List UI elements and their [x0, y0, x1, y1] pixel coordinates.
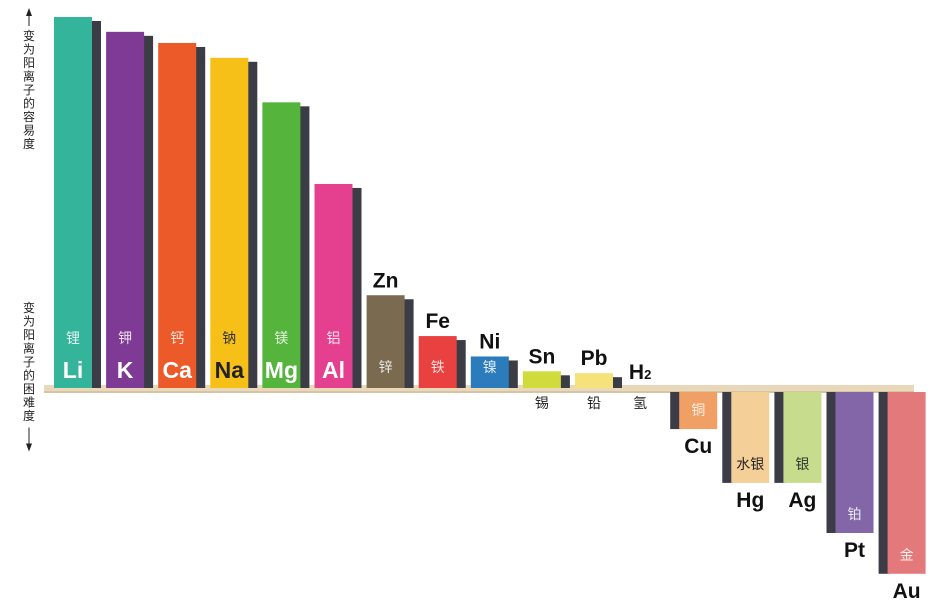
bar-cu: 铜 Cu [670, 392, 718, 458]
bar-rect [210, 57, 249, 389]
bars: 锂 Li 钾K 钙 Ca 钠 Na 镁 Mg 铝 Al Zn 锌 Fe 铁 Ni 镍 Sn 锡 Pb 铅 H2 氢 铜 Cu 水银… [54, 17, 926, 603]
axis-top-label-char: 度 [23, 136, 35, 151]
baseline-bar [44, 385, 914, 392]
bar-pb: Pb 铅 [575, 347, 622, 412]
axis-bottom-label-char: 为 [23, 315, 35, 329]
bar-au: 金 Au [878, 392, 926, 603]
axis-top-label-char: 容 [23, 109, 35, 124]
bar-fe: Fe 铁 [418, 310, 466, 388]
bar-symbol-label: Sn [528, 345, 555, 368]
bar-ag: 银 Ag [774, 392, 822, 512]
axis-top-label-char: 离 [23, 69, 35, 84]
axis-bottom-label-char: 困 [23, 382, 35, 396]
bar-symbol-label: Au [893, 580, 921, 603]
axis-top-label-char: 易 [23, 124, 35, 138]
bar-rect [366, 295, 405, 388]
axis-bottom-label-char: 阳 [23, 328, 35, 342]
bar-symbol-label: Ag [788, 489, 816, 512]
bar-li: 锂 Li [54, 17, 101, 388]
bar-hg: 水银 Hg [722, 392, 770, 512]
bar-rect [158, 42, 197, 388]
bar-rect [470, 356, 509, 388]
bar-rect [575, 373, 613, 388]
bar-name-label: 氢 [633, 396, 647, 412]
bar-ni: Ni 镍 [470, 330, 518, 388]
bar-symbol-label: Pb [581, 347, 608, 370]
bar-na: 钠 Na [210, 57, 258, 389]
bar-name-label: 锌 [379, 360, 393, 376]
bar-name-label: 铜 [691, 403, 705, 419]
bar-sn: Sn 锡 [522, 345, 570, 412]
bar-al: 铝 Al [314, 183, 362, 388]
bar-symbol-label: Ni [479, 330, 500, 353]
bar-pt: 铂 Pt [826, 392, 874, 562]
bar-symbol-label: Fe [425, 310, 450, 333]
bar-zn: Zn 锌 [366, 269, 414, 388]
bar-name-label: 钾 [118, 331, 132, 347]
axis-top-label-char: 阳 [23, 56, 35, 70]
bar-symbol-label: Li [63, 357, 83, 383]
baseline-bar-edge [44, 391, 914, 393]
bar-shadow [774, 392, 786, 483]
bar-rect [887, 392, 926, 574]
bar-symbol-label: Hg [736, 489, 764, 512]
bar-shadow [826, 392, 838, 533]
bar-symbol-label: H2 [629, 361, 651, 384]
bar-symbol-label: Mg [265, 357, 298, 383]
bar-rect [314, 183, 353, 388]
bar-name-label: 金 [900, 548, 914, 564]
bar-name-label: 铁 [431, 360, 445, 376]
bar-symbol-label: Na [215, 357, 245, 383]
bar-rect [783, 392, 822, 483]
bar-symbol-label: Cu [684, 435, 712, 458]
axis-bottom-arrowhead [26, 443, 32, 452]
bar-name-label: 铂 [848, 507, 862, 523]
bar-symbol-label: Al [322, 357, 345, 383]
bar-name-label: 钙 [170, 331, 184, 347]
bar-name-label: 铝 [327, 331, 341, 347]
bar-rect [54, 17, 92, 388]
axis-bottom-label-char: 的 [23, 368, 35, 383]
bar-shadow [670, 392, 682, 430]
bar-symbol-label: K [117, 357, 134, 383]
axis-bottom-label-char: 子 [23, 355, 35, 369]
axis-bottom-label-char: 难 [23, 396, 35, 410]
bar-mg: 镁 Mg [262, 102, 310, 388]
axis-top-label-char: 子 [23, 83, 35, 97]
bar-shadow [722, 392, 734, 483]
bar-name-label: 水银 [736, 457, 764, 473]
bar-shadow [878, 392, 890, 574]
bar-rect [106, 31, 145, 389]
axis-top-arrowhead [26, 8, 32, 16]
axis-top-label-char: 变 [23, 28, 35, 43]
bar-rect [262, 102, 301, 388]
axis-top-label-char: 的 [23, 96, 35, 111]
bar-name-label: 锂 [66, 331, 80, 347]
bar-ca: 钙 Ca [158, 42, 206, 388]
bar-name-label: 镍 [483, 360, 497, 376]
bar-symbol-label: Pt [844, 539, 865, 562]
axis-bottom-label-char: 变 [23, 300, 35, 315]
bar-rect [679, 392, 718, 430]
bar-rect [522, 371, 561, 388]
bar-rect [731, 392, 770, 483]
bar-name-label: 锡 [535, 396, 549, 412]
bar-rect [418, 336, 457, 388]
bar-k: 钾K [106, 31, 154, 389]
bar-name-label: 钠 [222, 331, 236, 347]
bar-rect [835, 392, 874, 533]
bar-name-label: 镁 [274, 331, 288, 347]
axis-top-label-char: 为 [23, 43, 35, 57]
bar-name-label: 银 [795, 457, 809, 473]
bar-symbol-label: Zn [373, 269, 399, 292]
bar-name-label: 铅 [587, 396, 601, 412]
baseline [44, 385, 914, 393]
axis-bottom-label-char: 度 [23, 408, 35, 423]
bar-symbol-label: Ca [162, 357, 192, 383]
bar-h: H2 氢 [629, 361, 651, 412]
axis-bottom-label-char: 离 [23, 341, 35, 356]
